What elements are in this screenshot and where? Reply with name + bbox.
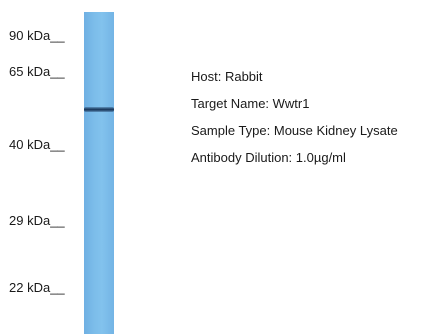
target-name-text: Target Name: Wwtr1	[191, 96, 310, 111]
host-text: Host: Rabbit	[191, 69, 263, 84]
marker-label-65: 65 kDa__	[9, 64, 65, 79]
marker-label-22: 22 kDa__	[9, 280, 65, 295]
marker-label-40: 40 kDa__	[9, 137, 65, 152]
marker-label-90: 90 kDa__	[9, 28, 65, 43]
protein-band	[84, 107, 114, 112]
blot-lane	[84, 12, 114, 334]
info-panel: Host: Rabbit Target Name: Wwtr1 Sample T…	[191, 63, 398, 171]
marker-label-29: 29 kDa__	[9, 213, 65, 228]
antibody-dilution-text: Antibody Dilution: 1.0µg/ml	[191, 150, 346, 165]
sample-type-text: Sample Type: Mouse Kidney Lysate	[191, 123, 398, 138]
